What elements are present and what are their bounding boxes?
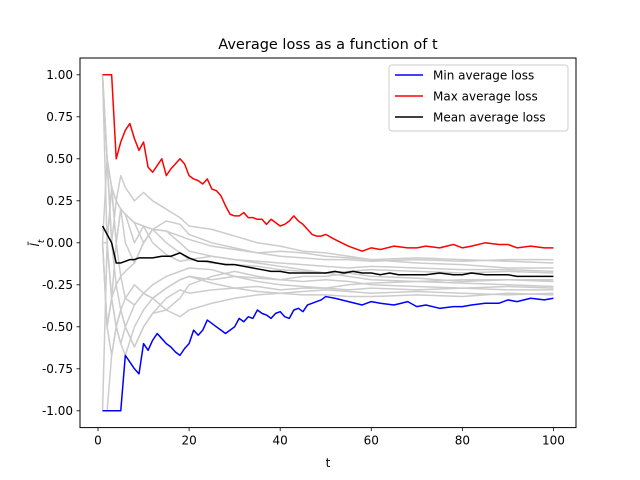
y-tick-label: -0.50 xyxy=(42,320,73,334)
run-line-5 xyxy=(101,158,554,318)
run-line-2 xyxy=(101,74,554,269)
y-tick-label: 0.50 xyxy=(46,152,73,166)
series-line-mean-average-loss xyxy=(101,225,554,278)
series-line-max-average-loss xyxy=(102,74,554,252)
x-axis-label: t xyxy=(326,456,331,470)
run-line-8 xyxy=(102,242,554,311)
x-tick-label: 100 xyxy=(542,434,565,448)
y-axis: -1.00 -0.75 -0.50 -0.25 0.00 0.25 0.50 0.75 1.00 xyxy=(42,68,80,418)
y-tick-label: -1.00 xyxy=(42,404,73,418)
x-tick-label: 40 xyxy=(273,434,288,448)
run-line-10 xyxy=(102,275,554,412)
y-axis-label: l̄t xyxy=(28,239,47,246)
plot-area xyxy=(101,74,554,412)
y-tick-label: -0.75 xyxy=(42,362,73,376)
run-line-12 xyxy=(101,242,554,357)
y-tick-label: 0.75 xyxy=(46,110,73,124)
run-line-11 xyxy=(101,74,554,273)
legend-box xyxy=(388,64,569,132)
y-tick-label: 1.00 xyxy=(46,68,73,82)
x-tick-label: 20 xyxy=(181,434,196,448)
run-line-6 xyxy=(101,74,554,278)
y-tick-label: 0.25 xyxy=(46,194,73,208)
x-tick-label: 80 xyxy=(455,434,470,448)
x-tick-label: 60 xyxy=(364,434,379,448)
legend-label-min-average-loss: Min average loss xyxy=(433,69,534,83)
legend-label-mean-average-loss: Mean average loss xyxy=(433,111,546,125)
x-tick-label: 0 xyxy=(94,434,102,448)
series-line-min-average-loss xyxy=(102,295,554,412)
legend: Min average loss Max average loss Mean ave… xyxy=(388,64,569,132)
y-tick-label: -0.25 xyxy=(42,278,73,292)
y-tick-label: 0.00 xyxy=(46,236,73,250)
x-axis: 0 20 40 60 80 100 xyxy=(94,427,565,448)
chart-title: Average loss as a function of t xyxy=(218,37,438,53)
legend-label-max-average-loss: Max average loss xyxy=(433,90,538,104)
